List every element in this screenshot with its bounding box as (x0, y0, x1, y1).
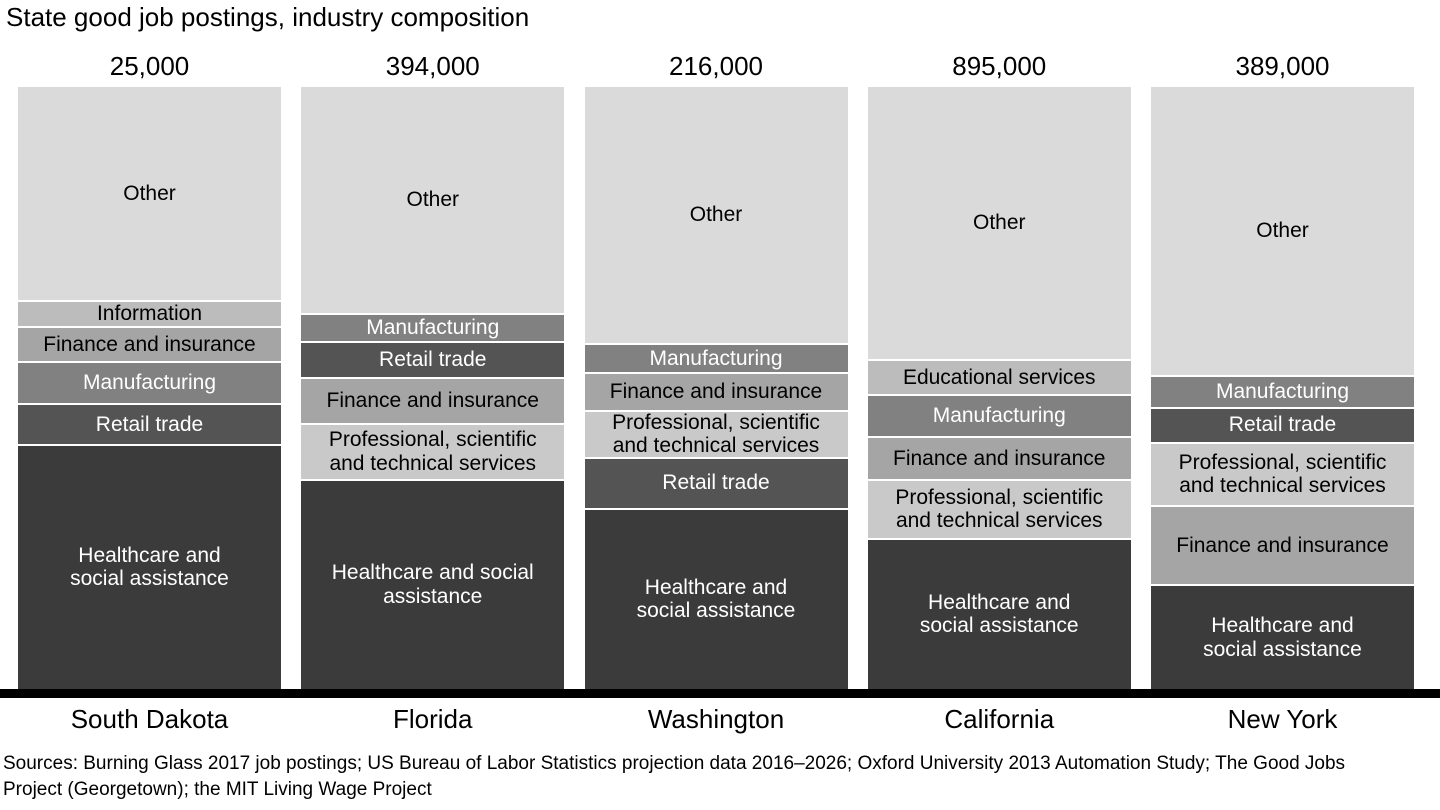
bar-column: 394,000 Other Manufacturing Retail trade Fin… (301, 45, 565, 735)
segment-label: Manufacturing (649, 346, 783, 370)
stacked-bar: Other Manufacturing Finance and insurance P… (584, 87, 848, 689)
bar-segment: Healthcare and social assistance (1151, 584, 1414, 689)
segment-label: Finance and insurance (1176, 534, 1389, 558)
segment-label: Healthcare and social assistance (636, 575, 796, 623)
bar-segment: Other (301, 87, 565, 313)
segment-label: Manufacturing (366, 316, 500, 340)
bar-segment: Other (584, 87, 848, 343)
bar-total-label: 389,000 (1235, 50, 1330, 81)
segment-label: Healthcare and social assistance (70, 543, 229, 591)
segment-label: Other (689, 203, 743, 227)
bar-segment: Other (1151, 87, 1414, 375)
segment-label: Other (123, 181, 176, 205)
bar-segment: Information (18, 300, 281, 326)
bar-total-label: 216,000 (669, 50, 763, 81)
segment-label: Other (972, 211, 1026, 235)
bar-segment: Finance and insurance (1151, 505, 1414, 585)
bar-total-label: 25,000 (109, 50, 190, 81)
stacked-bar: Other Manufacturing Retail trade Profession… (1151, 87, 1414, 689)
bar-segment: Other (867, 87, 1131, 360)
x-axis-label: South Dakota (70, 704, 229, 734)
bar-segment: Professional, scientific and technical s… (584, 409, 848, 458)
bar-segment: Finance and insurance (867, 436, 1131, 479)
bar-segment: Finance and insurance (584, 371, 848, 410)
segment-label: Professional, scientific and technical s… (328, 428, 537, 475)
segment-label: Manufacturing (932, 404, 1066, 428)
stacked-bar: Other Manufacturing Retail trade Finance an… (301, 87, 565, 689)
bar-column: 25,000 Other Information Finance and insura… (18, 45, 281, 735)
bar-segment: Healthcare and social assistance (584, 507, 848, 689)
segment-label: Other (1256, 219, 1309, 243)
bar-segment: Manufacturing (301, 312, 565, 342)
segment-label: Finance and insurance (43, 332, 256, 356)
bar-segment: Finance and insurance (301, 377, 565, 423)
bar-total-label: 394,000 (385, 50, 480, 81)
segment-label: Retail trade (95, 412, 204, 436)
segment-label: Finance and insurance (326, 389, 539, 413)
segment-label: Manufacturing (1215, 379, 1350, 403)
bar-column: 216,000 Other Manufacturing Finance and ins… (584, 45, 848, 735)
segment-label: Professional, scientific and technical s… (895, 485, 1104, 533)
bar-segment: Retail trade (18, 403, 281, 444)
segment-label: Other (406, 188, 460, 212)
bar-segment: Professional, scientific and technical s… (1151, 441, 1414, 506)
bar-segment: Professional, scientific and technical s… (867, 478, 1131, 538)
segment-label: Retail trade (379, 348, 487, 372)
bar-segment: Healthcare and social assistance (301, 478, 565, 689)
segment-label: Information (96, 302, 203, 326)
bar-segment: Healthcare and social assistance (867, 537, 1131, 689)
segment-label: Healthcare and social assistance (331, 561, 534, 608)
x-axis-label: Washington (647, 704, 785, 734)
bar-segment: Manufacturing (18, 360, 281, 403)
x-axis-label: Florida (393, 704, 473, 734)
bars-area: 25,000 Other Information Finance and insura… (18, 45, 1414, 735)
bar-segment: Healthcare and social assistance (18, 443, 281, 689)
bar-segment: Manufacturing (584, 342, 848, 372)
segment-label: Finance and insurance (893, 446, 1106, 470)
bar-column: 389,000 Other Manufacturing Retail trade Pro… (1151, 45, 1414, 735)
segment-label: Manufacturing (82, 371, 217, 395)
stacked-bar: Other Educational services Manufacturing Fi… (867, 87, 1131, 689)
segment-label: Finance and insurance (609, 379, 823, 403)
bar-segment: Manufacturing (867, 394, 1131, 437)
bar-segment: Retail trade (1151, 406, 1414, 442)
bar-segment: Manufacturing (1151, 374, 1414, 407)
segment-label: Retail trade (1228, 413, 1337, 437)
segment-label: Healthcare and social assistance (919, 590, 1079, 638)
chart-title: State good job postings, industry compos… (6, 2, 530, 32)
bar-segment: Finance and insurance (18, 325, 281, 361)
x-axis-label: California (944, 704, 1055, 734)
bar-segment: Other (18, 87, 281, 301)
segment-label: Professional, scientific and technical s… (612, 410, 820, 458)
bar-total-label: 895,000 (952, 50, 1047, 81)
stacked-bar: Other Information Finance and insurance Man… (18, 87, 281, 689)
x-axis-label: New York (1227, 704, 1338, 734)
bar-segment: Retail trade (584, 456, 848, 508)
bar-column: 895,000 Other Educational services Manufact… (867, 45, 1131, 735)
x-axis-baseline (0, 689, 1440, 698)
sources-note: Sources: Burning Glass 2017 job postings… (3, 753, 1346, 800)
segment-label: Healthcare and social assistance (1203, 614, 1362, 661)
bar-segment: Professional, scientific and technical s… (301, 422, 565, 479)
segment-label: Retail trade (662, 471, 770, 495)
bar-segment: Educational services (867, 359, 1131, 394)
bar-segment: Retail trade (301, 341, 565, 378)
segment-label: Educational services (902, 365, 1096, 389)
segment-label: Professional, scientific and technical s… (1178, 450, 1387, 498)
